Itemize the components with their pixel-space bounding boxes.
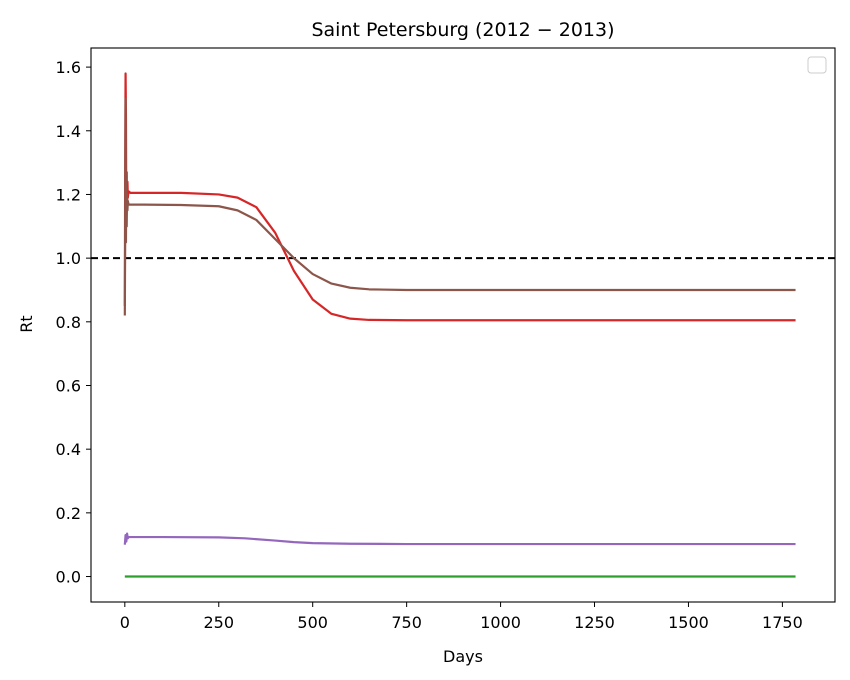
y-tick-label: 0.8 [56,313,81,332]
x-axis-ticks: 0 250 500 750 1000 1250 1500 1750 [120,602,803,632]
axes-frame [90,47,836,603]
x-tick-label: 500 [297,613,328,632]
x-tick-label: 250 [203,613,234,632]
y-tick-label: 0.0 [56,568,81,587]
series-line-2 [123,532,796,546]
series-line-4 [123,97,796,316]
plot-area [90,47,836,603]
y-tick-label: 1.2 [56,185,81,204]
y-tick-label: 0.6 [56,376,81,395]
y-tick-label: 1.0 [56,249,81,268]
y-tick-label: 0.4 [56,440,81,459]
y-axis-ticks: 0.0 0.2 0.4 0.6 0.8 1.0 1.2 1.4 1.6 [56,58,91,587]
x-axis-label: Days [443,647,483,666]
y-tick-label: 1.6 [56,58,81,77]
x-tick-label: 1500 [668,613,709,632]
x-tick-label: 1750 [762,613,803,632]
y-tick-label: 1.4 [56,122,81,141]
x-tick-label: 1250 [574,613,615,632]
legend-box [807,56,827,74]
chart-title: Saint Petersburg (2012 − 2013) [311,19,614,41]
y-tick-label: 0.2 [56,504,81,523]
x-tick-label: 1000 [480,613,521,632]
x-tick-label: 0 [120,613,130,632]
x-tick-label: 750 [391,613,422,632]
y-axis-label: Rt [17,315,36,332]
